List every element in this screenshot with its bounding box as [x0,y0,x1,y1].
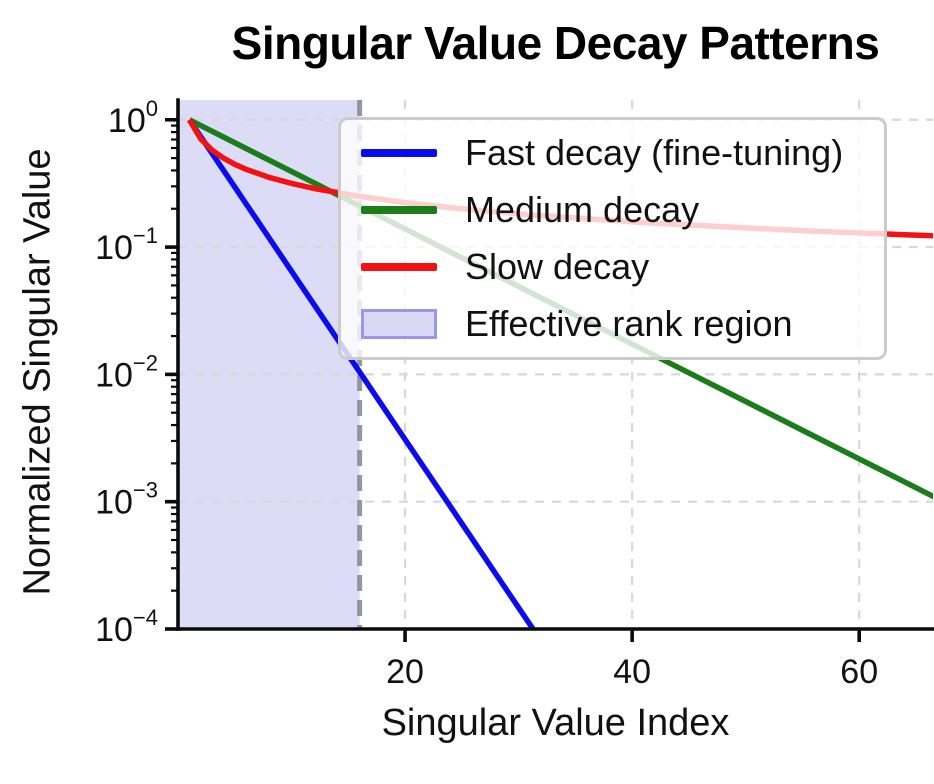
legend-item-fast-decay: Fast decay (fine-tuning) [341,125,884,182]
x-tick-label: 60 [840,653,878,691]
legend-item-medium-decay: Medium decay [341,182,884,239]
x-tick-label: 40 [613,653,651,691]
y-tick-label: 10−4 [95,605,158,649]
x-tick-label: 20 [386,653,424,691]
legend-item-effective-rank-region: Effective rank region [341,296,884,353]
legend-item-slow-decay: Slow decay [341,239,884,296]
legend-label: Medium decay [465,189,700,230]
legend-swatch-slow-decay-line [361,263,437,271]
legend-swatch-effective-rank-patch [361,309,437,339]
series-line-fast-decay-fine-tuning [187,118,537,629]
legend-swatch-medium-decay-line [361,206,437,214]
chart-title: Singular Value Decay Patterns [231,17,880,69]
y-tick-label: 100 [108,96,158,140]
legend-label: Effective rank region [465,303,793,344]
legend-label: Fast decay (fine-tuning) [465,132,844,173]
x-axis-label: Singular Value Index [381,702,730,744]
legend-swatch-fast-decay-line [361,149,437,157]
y-tick-label: 10−1 [95,223,158,267]
y-tick-label: 10−3 [95,478,158,522]
ticks [165,117,862,642]
legend: Fast decay (fine-tuning) Medium decay Sl… [338,117,887,360]
y-tick-label: 10−2 [95,350,158,394]
legend-label: Slow decay [465,246,650,287]
